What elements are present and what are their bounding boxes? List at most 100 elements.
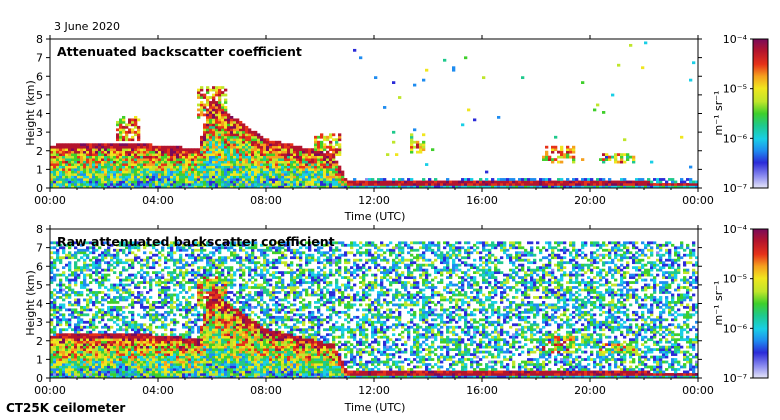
heatmap-cell	[479, 180, 483, 184]
heatmap-cell	[203, 168, 207, 171]
heatmap-cell	[218, 350, 222, 354]
heatmap-cell	[227, 128, 231, 132]
heatmap-cell	[68, 288, 72, 292]
heatmap-cell	[533, 178, 537, 181]
heatmap-cell	[209, 241, 213, 245]
heatmap-cell	[521, 183, 525, 186]
heatmap-cell	[134, 328, 138, 332]
heatmap-cell	[182, 370, 186, 374]
heatmap-cell	[623, 160, 627, 164]
heatmap-cell	[662, 178, 666, 181]
heatmap-cell	[269, 153, 273, 157]
heatmap-cell	[350, 185, 354, 188]
heatmap-cell	[50, 343, 54, 347]
heatmap-cell	[137, 323, 141, 327]
heatmap-cell	[419, 180, 423, 184]
heatmap-cell	[128, 175, 132, 179]
heatmap-cell	[620, 180, 624, 184]
heatmap-cell	[152, 313, 156, 317]
heatmap-cell	[74, 168, 78, 171]
heatmap-cell	[68, 178, 72, 181]
heatmap-cell	[143, 340, 147, 344]
heatmap-cell	[659, 185, 663, 188]
heatmap-cell	[119, 183, 123, 186]
heatmap-cell	[131, 273, 135, 277]
heatmap-cell	[209, 298, 213, 302]
heatmap-cell	[56, 375, 60, 378]
heatmap-cell	[170, 281, 174, 284]
heatmap-cell	[326, 168, 330, 171]
heatmap-cell	[113, 343, 117, 347]
heatmap-cell	[308, 165, 312, 169]
heatmap-cell	[164, 183, 168, 186]
heatmap-cell	[179, 343, 183, 347]
heatmap-cell	[293, 180, 297, 184]
heatmap-cell	[107, 375, 111, 378]
heatmap-cell	[53, 303, 57, 307]
heatmap-cell	[89, 308, 93, 312]
heatmap-cell	[131, 370, 135, 374]
heatmap-cell	[50, 348, 54, 351]
heatmap-cell	[62, 353, 66, 356]
heatmap-cell	[152, 263, 156, 267]
heatmap-cell	[119, 305, 123, 309]
heatmap-cell	[113, 175, 117, 179]
heatmap-cell	[56, 333, 60, 337]
heatmap-cell	[266, 170, 270, 174]
heatmap-cell	[245, 130, 249, 134]
heatmap-cell	[125, 130, 129, 134]
heatmap-cell	[572, 183, 576, 186]
heatmap-cell	[218, 98, 222, 102]
heatmap-cell	[122, 266, 126, 270]
heatmap-cell	[209, 145, 213, 149]
heatmap-cell	[170, 298, 174, 302]
heatmap-cell	[101, 353, 105, 356]
heatmap-cell	[179, 273, 183, 277]
heatmap-cell	[155, 165, 159, 169]
heatmap-cell	[401, 183, 405, 186]
heatmap-cell	[590, 185, 594, 188]
heatmap-cell	[353, 48, 357, 52]
heatmap-cell	[170, 365, 174, 369]
heatmap-cell	[116, 283, 120, 287]
heatmap-cell	[50, 263, 54, 267]
heatmap-cell	[275, 175, 279, 179]
heatmap-cell	[209, 178, 213, 181]
heatmap-cell	[392, 140, 396, 144]
heatmap-cell	[140, 370, 144, 374]
heatmap-cell	[89, 251, 93, 255]
heatmap-cell	[218, 173, 222, 176]
heatmap-cell	[125, 291, 129, 294]
heatmap-cell	[188, 278, 192, 282]
heatmap-cell	[209, 185, 213, 188]
heatmap-cell	[221, 323, 225, 327]
heatmap-cell	[191, 148, 195, 152]
heatmap-cell	[137, 165, 141, 169]
heatmap-cell	[59, 365, 63, 369]
heatmap-cell	[194, 241, 198, 245]
heatmap-cell	[293, 163, 297, 166]
heatmap-cell	[113, 305, 117, 309]
heatmap-cell	[77, 368, 81, 371]
heatmap-cell	[251, 165, 255, 169]
heatmap-cell	[122, 328, 126, 332]
heatmap-cell	[176, 248, 180, 252]
heatmap-cell	[65, 358, 69, 361]
heatmap-cell	[125, 375, 129, 378]
heatmap-cell	[536, 183, 540, 186]
heatmap-cell	[206, 320, 210, 324]
heatmap-cell	[209, 345, 213, 349]
heatmap-cell	[458, 180, 462, 184]
heatmap-cell	[134, 286, 138, 289]
heatmap-cell	[164, 261, 168, 265]
heatmap-cell	[182, 168, 186, 171]
heatmap-cell	[326, 135, 330, 139]
heatmap-cell	[293, 168, 297, 171]
heatmap-cell	[131, 355, 135, 359]
heatmap-cell	[203, 123, 207, 127]
heatmap-cell	[167, 165, 171, 169]
heatmap-cell	[188, 318, 192, 322]
heatmap-cell	[197, 158, 201, 161]
heatmap-cell	[179, 175, 183, 179]
heatmap-cell	[176, 348, 180, 351]
